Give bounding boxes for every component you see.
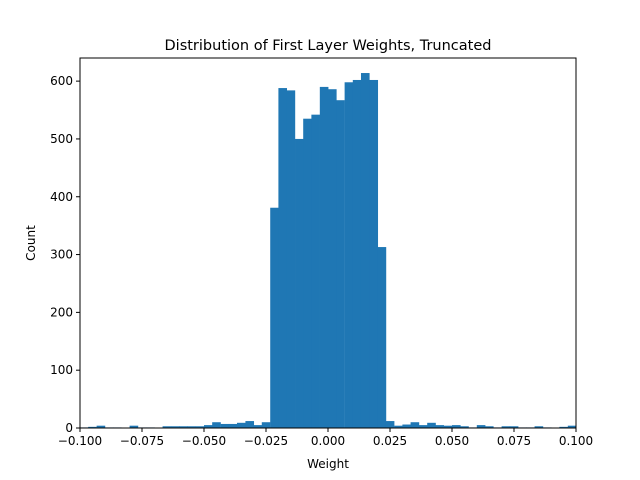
histogram-bar bbox=[567, 425, 577, 428]
y-axis-label: Count bbox=[24, 225, 38, 261]
histogram-bar bbox=[220, 423, 230, 428]
histogram-bar bbox=[352, 79, 362, 428]
histogram-bar bbox=[236, 422, 246, 428]
histogram-bar bbox=[261, 422, 271, 428]
histogram-bar bbox=[410, 422, 420, 428]
x-tick-label: −0.075 bbox=[120, 434, 164, 448]
histogram-bar bbox=[484, 426, 494, 428]
histogram-bar bbox=[270, 207, 279, 428]
histogram-bar bbox=[319, 86, 329, 428]
histogram-bar bbox=[253, 425, 263, 428]
histogram-bar bbox=[311, 114, 320, 428]
x-tick-label: −0.025 bbox=[244, 434, 288, 448]
histogram-bar bbox=[369, 79, 379, 428]
histogram-bar bbox=[460, 426, 469, 428]
histogram-bar bbox=[187, 426, 196, 428]
histogram-bar bbox=[559, 426, 568, 428]
y-tick-label: 0 bbox=[65, 421, 73, 435]
histogram-bar bbox=[179, 426, 188, 428]
histogram-bar bbox=[278, 88, 288, 428]
x-tick-label: 0.050 bbox=[435, 434, 469, 448]
histogram-bar bbox=[328, 89, 337, 428]
y-tick-label: 600 bbox=[50, 74, 73, 88]
histogram-bar bbox=[129, 425, 139, 428]
y-tick-label: 500 bbox=[50, 132, 73, 146]
histogram-bar bbox=[443, 425, 453, 428]
histogram-bar bbox=[394, 425, 403, 428]
histogram-bar bbox=[286, 90, 296, 429]
histogram-bar bbox=[534, 426, 544, 428]
y-tick-label: 300 bbox=[50, 248, 73, 262]
histogram-bar bbox=[212, 422, 221, 428]
histogram-bar bbox=[162, 426, 172, 428]
histogram-bar bbox=[336, 100, 345, 428]
histogram-bar bbox=[476, 425, 486, 428]
y-tick-label: 400 bbox=[50, 190, 73, 204]
histogram-bar bbox=[171, 426, 180, 428]
x-tick-label: −0.050 bbox=[182, 434, 226, 448]
x-tick-label: 0.100 bbox=[559, 434, 593, 448]
chart-title: Distribution of First Layer Weights, Tru… bbox=[165, 38, 492, 54]
histogram-bar bbox=[228, 423, 238, 428]
histogram-bar bbox=[295, 138, 304, 428]
histogram-bar bbox=[195, 426, 205, 428]
x-tick-label: 0.075 bbox=[497, 434, 531, 448]
x-axis: −0.100 −0.075 −0.050 −0.025 0.000 0.025 0.050 0… bbox=[58, 428, 593, 448]
histogram-bar bbox=[204, 425, 213, 428]
histogram-bar bbox=[385, 421, 395, 428]
x-tick-label: 0.025 bbox=[373, 434, 407, 448]
histogram-bar bbox=[509, 426, 519, 428]
histogram-bar bbox=[360, 73, 370, 428]
histogram-bar bbox=[435, 425, 444, 428]
y-tick-label: 200 bbox=[50, 305, 73, 319]
histogram-bar bbox=[501, 426, 511, 428]
x-axis-label: Weight bbox=[307, 457, 349, 471]
y-axis: 0 100 200 300 400 500 600 bbox=[50, 74, 80, 435]
y-tick-label: 100 bbox=[50, 363, 73, 377]
histogram-bar bbox=[96, 425, 106, 428]
histogram-bar bbox=[88, 426, 97, 428]
histogram-bar bbox=[377, 247, 387, 428]
histogram-bar bbox=[427, 422, 436, 428]
histogram-bar bbox=[419, 425, 428, 428]
histogram-bar bbox=[245, 421, 255, 428]
histogram-bar bbox=[303, 118, 312, 428]
bars-group bbox=[80, 73, 577, 429]
x-tick-label: 0.000 bbox=[311, 434, 345, 448]
histogram-bar bbox=[452, 425, 461, 428]
histogram-bar bbox=[344, 82, 354, 428]
histogram-bar bbox=[402, 424, 412, 428]
x-tick-label: −0.100 bbox=[58, 434, 102, 448]
